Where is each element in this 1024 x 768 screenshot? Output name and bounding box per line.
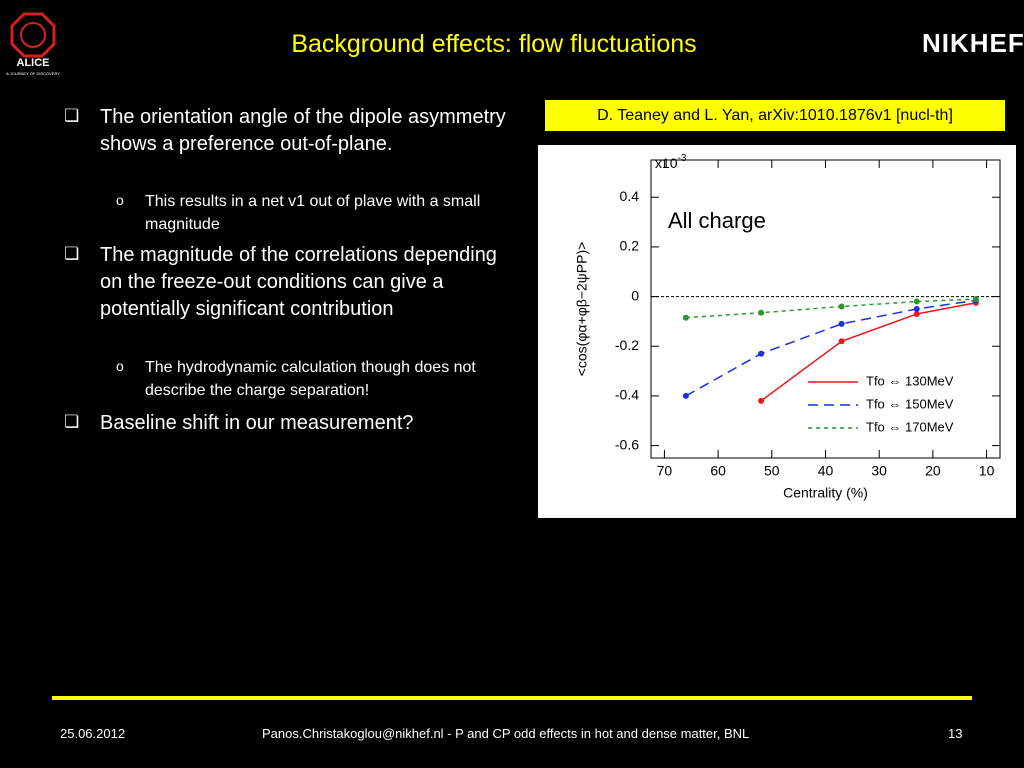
x-tick-label: 70 xyxy=(657,463,673,479)
plot-frame xyxy=(650,159,1001,459)
footer-date: 25.06.2012 xyxy=(60,726,126,741)
series-line xyxy=(685,298,976,319)
footer-rule xyxy=(52,696,972,700)
data-point xyxy=(913,298,920,305)
page-number: 13 xyxy=(948,726,963,741)
series-line xyxy=(760,302,976,402)
legend-label: Tfo ⇔ 130MeV xyxy=(866,373,954,388)
data-point xyxy=(838,320,845,327)
logo-shape xyxy=(20,22,46,48)
y-tick-label: 0.2 xyxy=(620,238,640,254)
data-point xyxy=(758,350,765,357)
bullet-text: The magnitude of the correlations depend… xyxy=(100,244,497,320)
y-axis-label: <cos(φα+φβ−2ψPP)> xyxy=(574,242,590,377)
legend-label: Tfo ⇔ 170MeV xyxy=(866,419,954,434)
logo-text: ALICE xyxy=(17,57,50,69)
nikhef-logo: NIKHEF xyxy=(922,28,1024,58)
alice-logo: ALICE A JOURNEY OF DISCOVERY xyxy=(6,12,60,76)
bullet-marker: ❏ xyxy=(64,412,80,431)
y-multiplier-exp: -3 xyxy=(678,153,687,164)
y-multiplier: x10-3 xyxy=(655,153,687,171)
y-tick-label: -0.4 xyxy=(615,387,639,403)
data-point xyxy=(913,310,920,317)
chart: 0.4 0.2 0 -0.2 -0.4 -0.6 70 60 50 40 30 20 10 Central… xyxy=(538,145,1016,518)
data-point xyxy=(838,303,845,310)
x-tick-label: 30 xyxy=(871,463,887,479)
sub-bullet-marker: o xyxy=(116,192,124,208)
bullet-text: The orientation angle of the dipole asym… xyxy=(100,106,506,155)
y-tick-label: 0.4 xyxy=(620,188,640,204)
data-point xyxy=(913,306,920,312)
x-tick-label: 10 xyxy=(979,463,995,479)
citation: D. Teaney and L. Yan, arXiv:1010.1876v1 … xyxy=(545,100,1005,131)
data-point xyxy=(682,314,689,321)
data-point xyxy=(682,392,689,399)
footer-text: Panos.Christakoglou@nikhef.nl - P and CP… xyxy=(262,726,750,741)
logo-shape xyxy=(10,12,56,58)
y-tick-label: 0 xyxy=(631,287,639,303)
x-tick-label: 60 xyxy=(710,463,726,479)
legend-label: Tfo ⇔ 150MeV xyxy=(866,396,954,411)
data-point xyxy=(758,397,765,404)
data-point xyxy=(838,338,845,345)
y-tick-label: -0.2 xyxy=(615,337,639,353)
data-point xyxy=(972,296,979,303)
sub-bullet-marker: o xyxy=(116,358,124,374)
bullet-text: Baseline shift in our measurement? xyxy=(100,412,414,434)
x-axis-label: Centrality (%) xyxy=(783,485,868,501)
x-tick-label: 50 xyxy=(764,463,780,479)
logo-tagline: A JOURNEY OF DISCOVERY xyxy=(6,71,60,76)
bullet-marker: ❏ xyxy=(64,244,80,263)
sub-bullet-text: This results in a net v1 out of plave wi… xyxy=(145,193,481,233)
series-line xyxy=(685,299,976,397)
x-tick-label: 40 xyxy=(818,463,834,479)
y-tick-label: -0.6 xyxy=(615,436,639,452)
sub-bullet-text: The hydrodynamic calculation though does… xyxy=(145,359,476,399)
slide-title: Background effects: flow fluctuations xyxy=(291,30,697,58)
bullet-marker: ❏ xyxy=(64,106,80,125)
annotation: All charge xyxy=(668,208,766,233)
y-multiplier-base: x10 xyxy=(655,155,678,171)
x-tick-label: 20 xyxy=(925,463,941,479)
data-point xyxy=(758,309,765,316)
